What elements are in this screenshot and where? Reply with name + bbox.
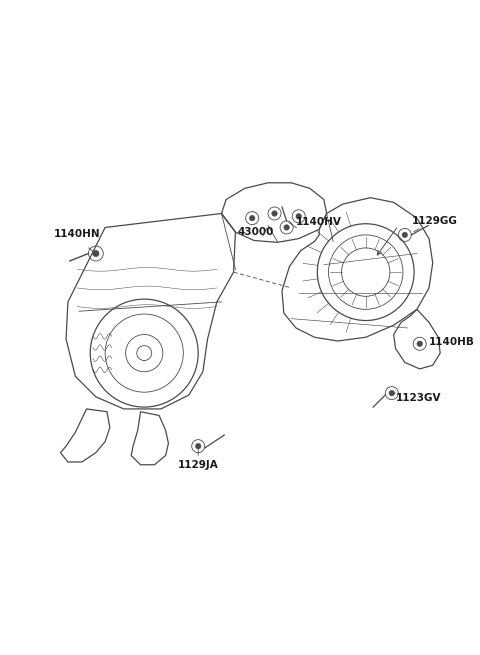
Circle shape <box>389 390 395 396</box>
Circle shape <box>272 211 277 216</box>
Circle shape <box>250 215 255 221</box>
Circle shape <box>195 443 201 449</box>
Text: 1140HV: 1140HV <box>296 217 342 227</box>
Circle shape <box>93 250 99 257</box>
Circle shape <box>417 341 422 346</box>
Text: 1123GV: 1123GV <box>396 393 441 403</box>
Circle shape <box>284 225 289 231</box>
Text: 1140HB: 1140HB <box>429 337 475 347</box>
Text: 1129JA: 1129JA <box>178 460 218 470</box>
Text: 1129GG: 1129GG <box>412 215 458 225</box>
Circle shape <box>402 232 408 238</box>
Circle shape <box>296 214 301 219</box>
Text: 43000: 43000 <box>237 227 274 236</box>
Text: 1140HN: 1140HN <box>54 229 101 238</box>
